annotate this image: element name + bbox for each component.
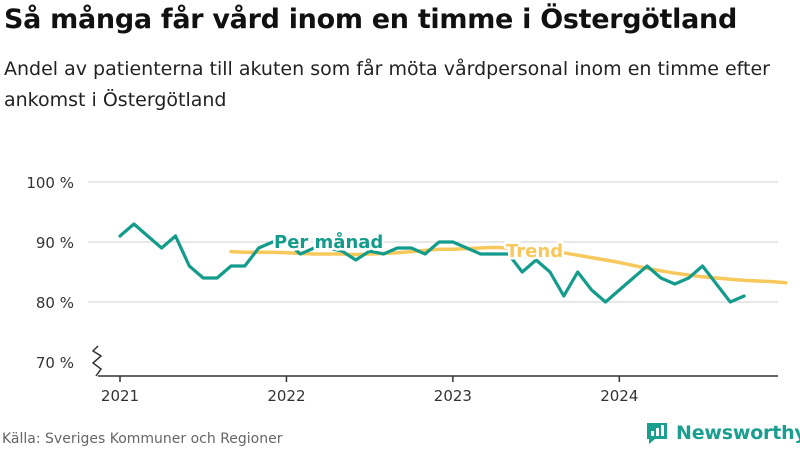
series-label-trend: Trend bbox=[506, 241, 563, 262]
series-labels: Per månad Trend bbox=[272, 229, 566, 265]
y-tick-label: 70 % bbox=[36, 354, 74, 372]
x-tick-label: 2024 bbox=[600, 387, 638, 405]
brand-logo: Newsworthy bbox=[644, 420, 800, 446]
x-tick-label: 2023 bbox=[434, 387, 472, 405]
chart-title: Så många får vård inom en timme i Österg… bbox=[4, 4, 737, 35]
axis-break-icon bbox=[91, 345, 103, 377]
y-tick-label: 90 % bbox=[36, 234, 74, 252]
x-axis: 2021 2022 2023 2024 bbox=[91, 345, 778, 405]
y-axis-labels: 100 % 90 % 80 % 70 % bbox=[26, 174, 74, 372]
brand-name: Newsworthy bbox=[676, 422, 800, 444]
x-tick-label: 2022 bbox=[267, 387, 305, 405]
y-tick-label: 80 % bbox=[36, 294, 74, 312]
series-label-per-manad: Per månad bbox=[274, 231, 383, 253]
gridlines bbox=[88, 181, 778, 303]
series-lines bbox=[118, 222, 788, 304]
newsworthy-logo-icon bbox=[647, 423, 667, 444]
x-tick-label: 2021 bbox=[101, 387, 139, 405]
source-note: Källa: Sveriges Kommuner och Regioner bbox=[2, 431, 283, 447]
monthly-line bbox=[118, 222, 746, 304]
y-tick-label: 100 % bbox=[26, 174, 74, 192]
chart-subtitle: Andel av patienterna till akuten som får… bbox=[4, 58, 770, 111]
